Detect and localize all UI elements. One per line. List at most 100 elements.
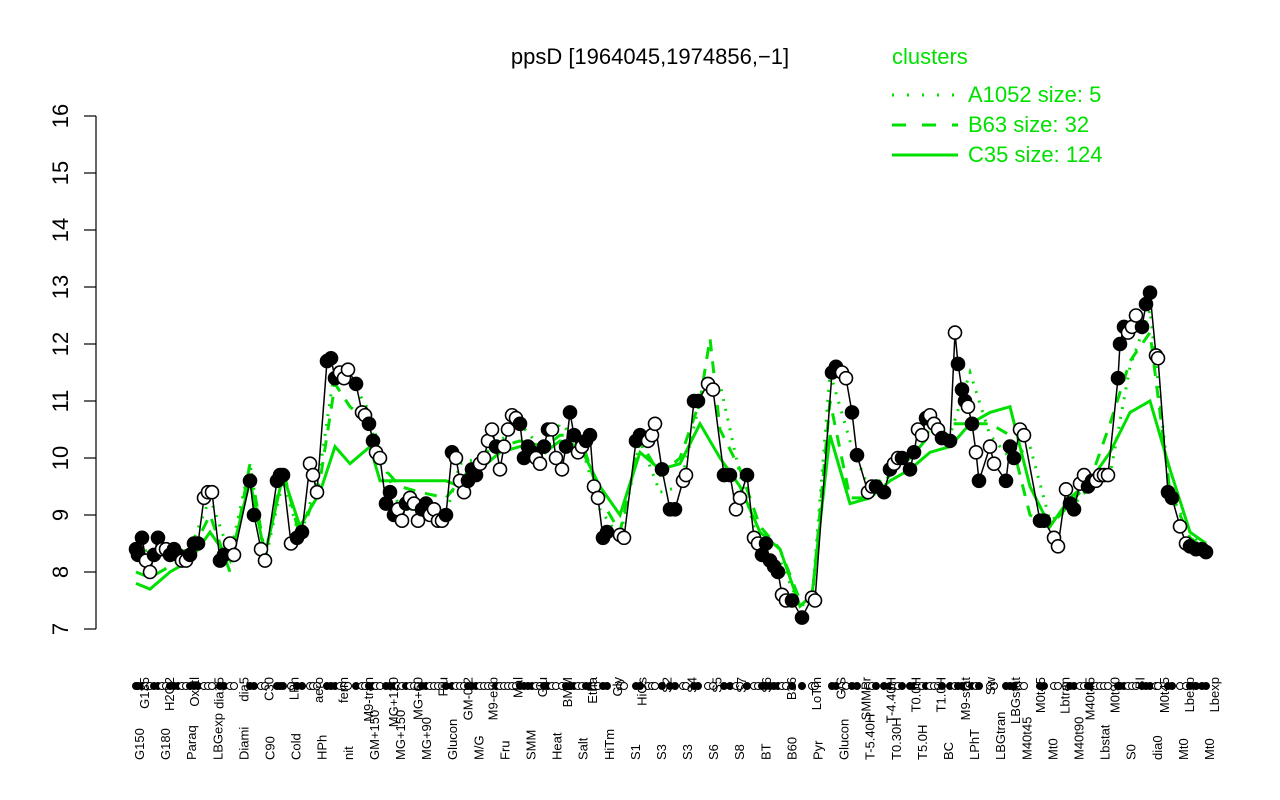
- x-tick-marker: [279, 682, 287, 690]
- x-tick-marker: [1040, 682, 1048, 690]
- x-tick-label: M9-exp: [485, 677, 500, 720]
- data-point: [1142, 285, 1158, 301]
- legend-title: clusters: [892, 44, 968, 69]
- x-tick-label: B36: [784, 677, 799, 700]
- data-point: [1134, 319, 1150, 335]
- legend-label: C35 size: 124: [968, 142, 1103, 167]
- x-tick-marker: [709, 682, 717, 690]
- x-tick-label: Mt0: [1045, 738, 1060, 760]
- dashed-line-icon: [892, 123, 958, 127]
- x-tick-marker: [1154, 682, 1162, 690]
- data-point: [294, 524, 310, 540]
- data-point: [562, 405, 578, 420]
- data-point: [947, 325, 963, 340]
- x-tick-label: S6: [706, 744, 721, 760]
- data-point: [784, 593, 800, 608]
- x-tick-marker: [1054, 682, 1062, 690]
- x-tick-label: C30: [261, 677, 276, 701]
- x-tick-marker: [1020, 682, 1028, 690]
- data-point: [1112, 336, 1128, 352]
- x-tick-label: Gly: [610, 677, 625, 697]
- y-tick-label: 9: [48, 509, 73, 521]
- data-point: [902, 462, 918, 477]
- y-tick-label: 12: [48, 332, 73, 356]
- x-tick-marker: [811, 682, 819, 690]
- x-tick-label: BMM: [560, 677, 575, 707]
- x-tick-marker: [636, 682, 644, 690]
- data-point: [476, 450, 492, 466]
- x-tick-label: M0t45: [1033, 677, 1048, 713]
- x-tick-label: GM-0.2: [460, 677, 475, 720]
- x-tick-label: HiOs: [635, 677, 650, 706]
- x-tick-label: Pyr: [811, 740, 826, 760]
- data-point: [590, 490, 606, 506]
- y-tick-label: 13: [48, 275, 73, 299]
- data-point: [1110, 370, 1126, 386]
- x-axis-labels: G135 H2O2 Oxctl dia15 dia5 C30 LPh aero ferm M9-t…: [132, 676, 1222, 760]
- x-tick-label: G135: [137, 677, 152, 709]
- x-tick-label: Salt: [576, 737, 591, 760]
- data-point: [1050, 539, 1066, 554]
- data-point: [242, 473, 258, 489]
- x-tick-label: B60: [784, 737, 799, 760]
- x-tick-label: Lbexp: [1182, 677, 1197, 712]
- x-tick-label: M9-tran: [361, 677, 376, 722]
- data-point: [968, 444, 984, 460]
- x-tick-marker: [313, 682, 321, 690]
- x-tick-marker: [1104, 682, 1112, 690]
- data-point: [705, 382, 721, 397]
- data-point: [566, 427, 582, 443]
- x-tick-label: S0: [1124, 744, 1139, 760]
- data-point: [548, 450, 564, 466]
- data-point: [382, 484, 398, 500]
- data-point: [361, 416, 377, 432]
- data-point: [544, 422, 560, 437]
- x-tick-label: C90: [262, 736, 277, 760]
- x-tick-label: T0.0H: [908, 677, 923, 712]
- x-tick-label: Lbstat: [1098, 724, 1113, 760]
- x-tick-label: dia0: [1150, 735, 1165, 760]
- data-point: [906, 444, 922, 460]
- x-tick-marker: [798, 682, 806, 690]
- data-point: [134, 530, 150, 546]
- x-tick-marker: [344, 682, 352, 690]
- data-point: [849, 447, 865, 463]
- x-tick-label: S1: [628, 744, 643, 760]
- solid-line-icon: [892, 153, 958, 157]
- data-point: [1172, 519, 1188, 534]
- data-point: [536, 439, 552, 454]
- x-tick-label: T5.0H: [915, 725, 930, 760]
- y-tick-label: 15: [48, 161, 73, 185]
- data-point: [340, 362, 356, 377]
- data-point: [554, 462, 570, 477]
- data-point: [950, 356, 966, 372]
- data-point: [323, 350, 339, 366]
- data-point: [739, 467, 755, 483]
- x-tick-label: HiTm: [602, 729, 617, 760]
- x-tick-marker: [682, 682, 690, 690]
- x-tick-label: G180: [158, 728, 173, 760]
- y-tick-label: 14: [48, 218, 73, 242]
- y-tick-label: 16: [48, 104, 73, 128]
- data-point: [794, 610, 810, 625]
- x-tick-label: T0.30H: [889, 717, 904, 760]
- x-tick-label: dia5: [237, 677, 252, 702]
- x-tick-marker: [853, 682, 861, 690]
- y-tick-label: 7: [48, 623, 73, 635]
- x-tick-label: Lbexp: [1207, 677, 1222, 712]
- x-tick-label: SMM: [523, 730, 538, 760]
- x-tick-marker: [658, 682, 666, 690]
- data-point: [942, 433, 958, 449]
- x-tick-label: Oxctl: [187, 677, 202, 707]
- x-tick-label: S3: [654, 744, 669, 760]
- x-tick-label: LoTm: [809, 677, 824, 710]
- x-tick-label: SMMPr: [859, 676, 874, 720]
- x-tick-label: S7: [734, 677, 749, 693]
- data-point: [844, 405, 860, 420]
- x-tick-label: M0t45: [1157, 677, 1172, 713]
- data-point: [372, 450, 388, 466]
- data-point: [690, 393, 706, 409]
- data-point: [226, 547, 242, 563]
- data-point: [1100, 467, 1116, 483]
- x-tick-label: BT: [758, 743, 773, 760]
